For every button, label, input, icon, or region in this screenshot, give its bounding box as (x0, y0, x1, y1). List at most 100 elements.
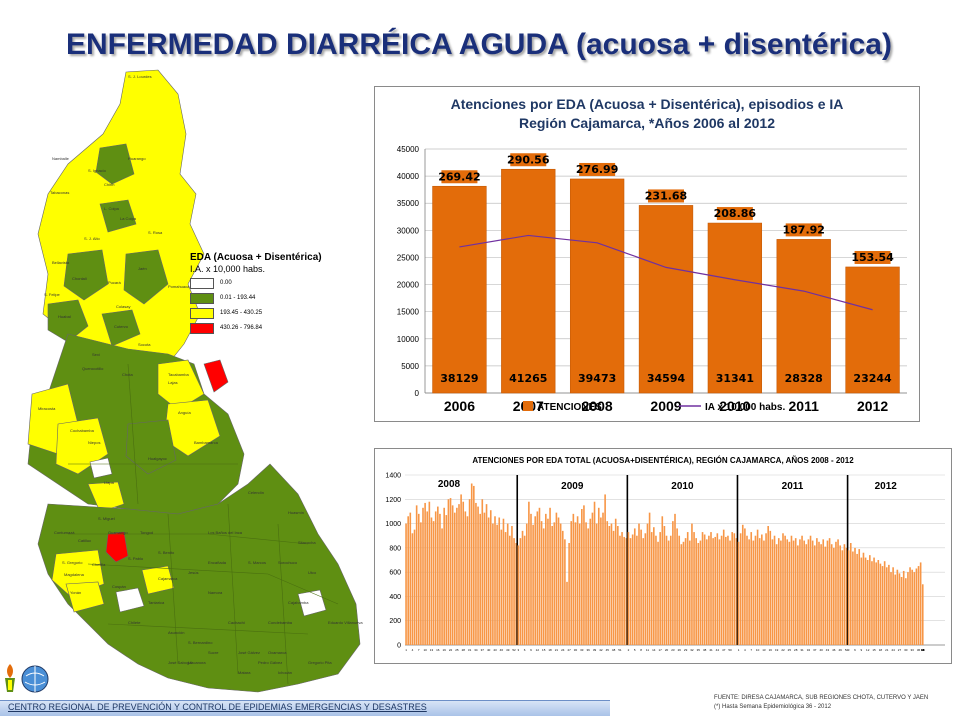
y-tick-label: 40000 (397, 172, 420, 181)
weekly-bar (885, 567, 888, 645)
weekly-bar (856, 553, 858, 645)
weekly-bar (845, 547, 848, 645)
category-label: 2012 (857, 398, 888, 414)
weekly-bar (716, 533, 719, 645)
y-tick-label: 10000 (397, 335, 420, 344)
weekly-bar (864, 557, 867, 645)
map-district-label: Huarango (128, 156, 146, 161)
bar-value-label: 34594 (647, 372, 686, 385)
ia-value-label: 276.99 (576, 163, 618, 176)
week-tick-label: 9 (530, 648, 532, 652)
y-tick-label: 0 (415, 389, 420, 398)
week-tick-label: 16 (769, 648, 773, 652)
bar (707, 222, 763, 394)
bar-value-label: 28328 (785, 372, 823, 385)
weekly-bar (536, 511, 539, 645)
legend-label: 430.26 - 796.84 (220, 325, 263, 331)
weekly-bar (667, 540, 670, 645)
weekly-bar (640, 529, 642, 645)
map-svg: S. J. Lourdes Namballe Huarango S. Ignacio C… (27, 69, 363, 693)
chart-subtitle: Región Cajamarca, *Años 2006 al 2012 (519, 115, 775, 131)
map-district-label: Chota (122, 372, 133, 377)
weekly-bar (453, 512, 456, 645)
week-tick-label: 27 (898, 648, 902, 652)
map-district-label: Bellavista (52, 260, 70, 265)
week-tick-label: 25 (455, 648, 459, 652)
weekly-bar (792, 540, 795, 645)
annual-eda-chart: Atenciones por EDA (Acuosa + Disentérica… (374, 86, 920, 422)
map-legend-title: EDA (Acuosa + Disentérica) (190, 252, 322, 263)
weekly-bar (756, 529, 759, 645)
week-tick-label: 39 (921, 648, 925, 652)
week-tick-label: 45 (921, 648, 925, 652)
weekly-bar (576, 516, 579, 645)
weekly-bar (542, 528, 545, 645)
weekly-bar (720, 535, 723, 645)
week-tick-label: 30 (574, 648, 578, 652)
ia-value-label: 187.92 (782, 223, 824, 236)
weekly-bar (824, 546, 827, 645)
weekly-bar (426, 511, 429, 645)
week-tick-label: 35 (697, 648, 701, 652)
weekly-bar (722, 529, 725, 645)
weekly-bar (470, 483, 473, 645)
week-tick-label: 31 (468, 648, 472, 652)
weekly-bar (678, 535, 681, 645)
map-district-label: Llacanora (188, 660, 206, 665)
map-district-red-south (105, 531, 129, 563)
week-tick-label: 12 (536, 648, 540, 652)
weekly-bar (735, 538, 738, 645)
weekly-bar (466, 516, 469, 645)
weekly-bar (638, 523, 640, 645)
map-district-label: S. Miguel (98, 516, 115, 521)
map-district-label: José Sabogal (168, 660, 192, 665)
map-district-label: S. Rosa (148, 230, 163, 235)
ia-label-bg (510, 153, 547, 167)
weekly-bar (479, 513, 481, 645)
weekly-bar (849, 543, 852, 645)
ia-label-bg (441, 170, 478, 184)
weekly-bar (754, 535, 757, 645)
weekly-bar (767, 526, 769, 645)
weekly-bar (701, 532, 704, 645)
week-tick-label: 4 (412, 648, 414, 652)
legend-label: 193.45 - 430.25 (220, 310, 263, 316)
weekly-bar (693, 532, 695, 645)
weekly-bar (689, 540, 691, 645)
map-district-label: Pedro Gálvez (258, 660, 282, 665)
week-tick-label: 28 (462, 648, 466, 652)
footer-institution: CENTRO REGIONAL DE PREVENCIÓN Y CONTROL … (8, 702, 427, 712)
week-tick-label: 27 (567, 648, 571, 652)
weekly-bar (477, 506, 479, 645)
map-district-tantarica (141, 565, 175, 595)
weekly-bar (545, 513, 547, 645)
page-title: ENFERMEDAD DIARRÉICA AGUDA (acuosa + dis… (66, 28, 892, 61)
weekly-bar (445, 515, 448, 645)
weekly-bar (589, 518, 592, 645)
map-district-label: Tantarica (148, 600, 165, 605)
weekly-bar (648, 512, 651, 645)
weekly-bar (917, 566, 920, 645)
legend-swatch (190, 277, 214, 289)
weekly-bar (570, 521, 573, 645)
ia-label-bg (854, 250, 891, 264)
weekly-bar (566, 581, 568, 645)
map-district-label: S. Marcos (248, 560, 266, 565)
map-district-label: Sorochuco (278, 560, 298, 565)
map-district-label: Cutervo (114, 324, 129, 329)
weekly-bar (525, 523, 528, 645)
map-district-label: Condebamba (268, 620, 293, 625)
weekly-bar (458, 504, 460, 645)
y-tick-label: 15000 (397, 308, 420, 317)
map-district-white-middle (89, 457, 113, 479)
week-tick-label: 14 (652, 648, 656, 652)
map-district-label: L. Coipa (104, 206, 120, 211)
weekly-bar (741, 524, 744, 645)
weekly-bar (636, 535, 638, 645)
weekly-bar (612, 530, 615, 645)
weekly-bar (841, 550, 844, 645)
legend-label: 0.00 (220, 280, 232, 286)
map-district-label: Tabaconas (50, 190, 69, 195)
week-tick-label: 52 (845, 648, 849, 652)
weekly-bar (699, 540, 702, 645)
